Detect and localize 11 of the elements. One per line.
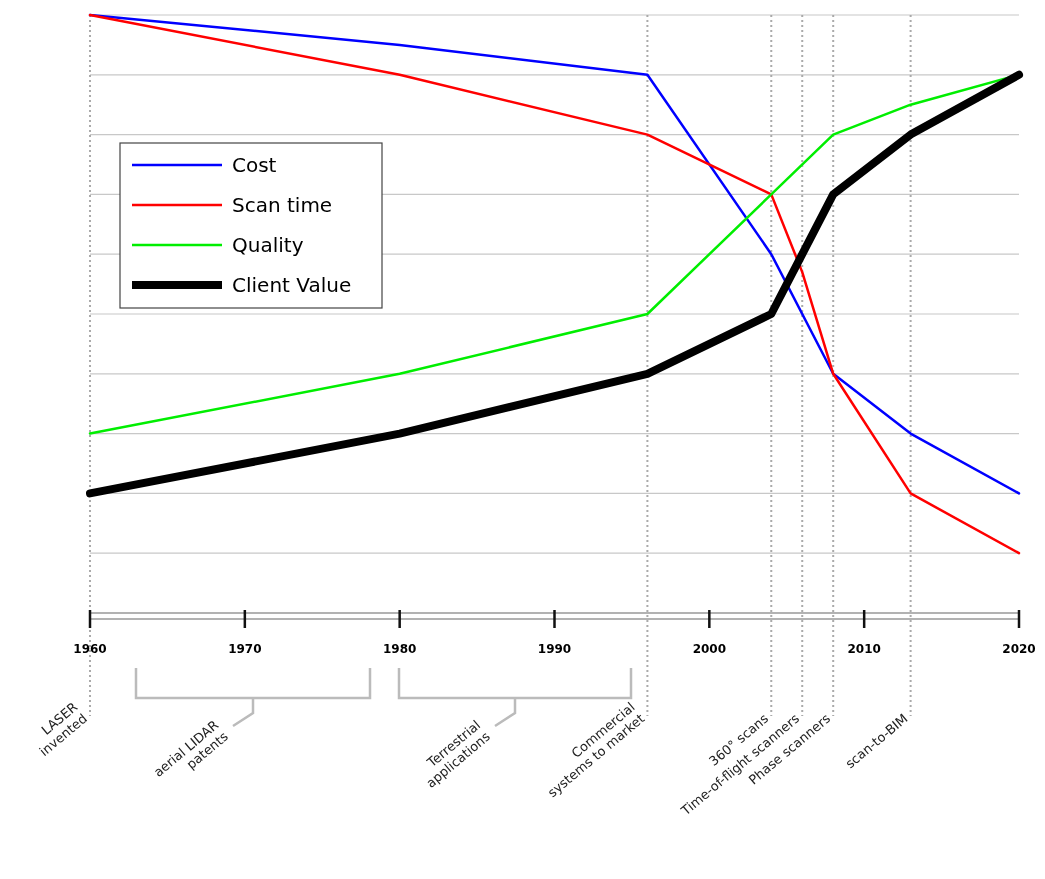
x-tick-label: 1980 <box>382 642 417 656</box>
legend-label: Client Value <box>232 273 352 297</box>
x-tick-label: 1970 <box>228 642 262 656</box>
x-tick-label: 2000 <box>692 642 727 656</box>
legend-label: Cost <box>232 153 277 177</box>
x-tick-label: 2020 <box>1002 642 1036 656</box>
x-tick-label: 1990 <box>537 642 572 656</box>
legend-label: Quality <box>232 233 304 257</box>
legend-label: Scan time <box>232 193 333 217</box>
x-tick-label: 2010 <box>847 642 881 656</box>
x-tick-label: 1960 <box>73 642 107 656</box>
